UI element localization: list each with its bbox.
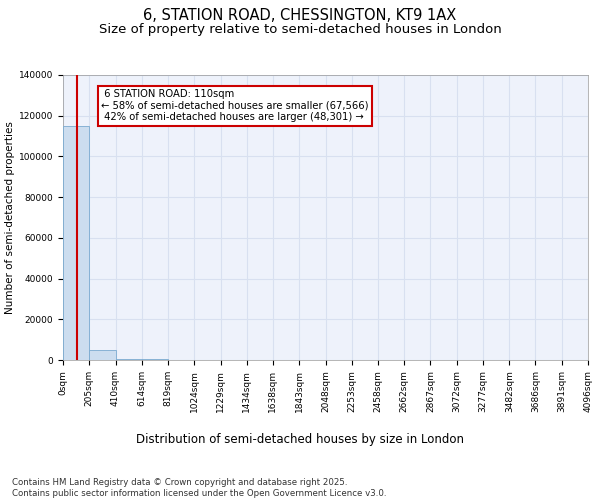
Bar	[63, 126, 89, 360]
Bar	[116, 358, 142, 360]
Y-axis label: Number of semi-detached properties: Number of semi-detached properties	[5, 121, 14, 314]
Text: Size of property relative to semi-detached houses in London: Size of property relative to semi-detach…	[98, 22, 502, 36]
Text: Contains HM Land Registry data © Crown copyright and database right 2025.
Contai: Contains HM Land Registry data © Crown c…	[12, 478, 386, 498]
Text: 6, STATION ROAD, CHESSINGTON, KT9 1AX: 6, STATION ROAD, CHESSINGTON, KT9 1AX	[143, 8, 457, 22]
Bar	[89, 350, 116, 360]
Text: Distribution of semi-detached houses by size in London: Distribution of semi-detached houses by …	[136, 432, 464, 446]
Text: 6 STATION ROAD: 110sqm
← 58% of semi-detached houses are smaller (67,566)
 42% o: 6 STATION ROAD: 110sqm ← 58% of semi-det…	[101, 89, 369, 122]
